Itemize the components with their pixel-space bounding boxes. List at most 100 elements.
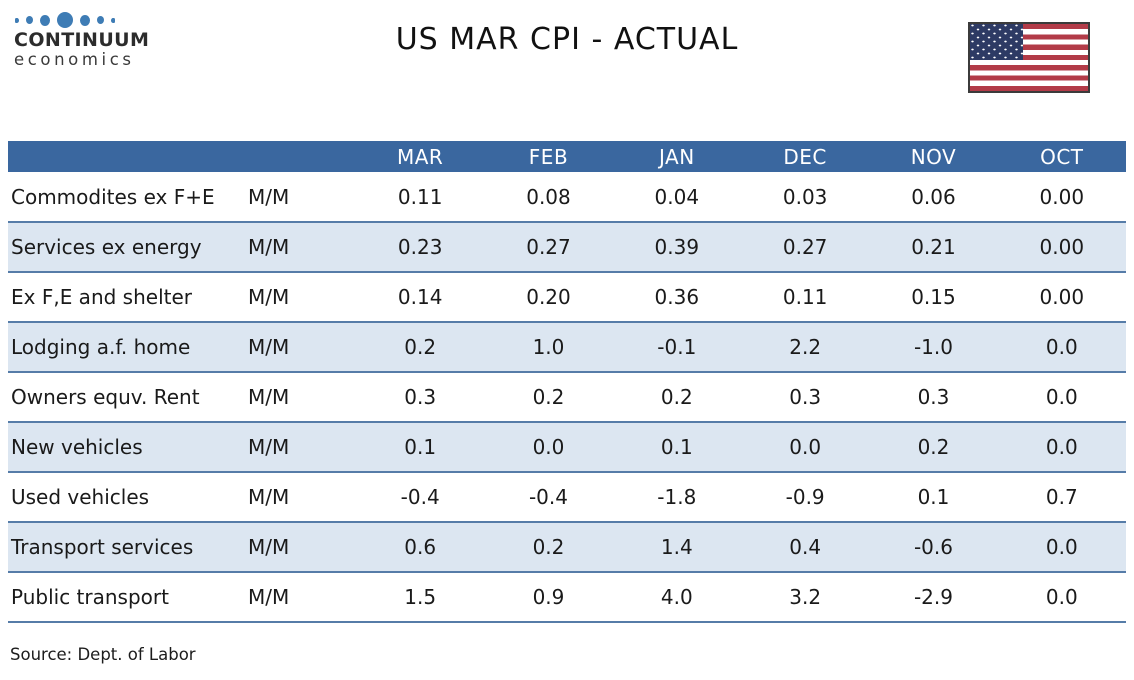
- value-cell: 0.0: [1045, 435, 1078, 459]
- value-cell: 1.5: [404, 585, 437, 609]
- row-freq: M/M: [248, 285, 290, 309]
- value-cell: 0.11: [782, 285, 828, 309]
- value-cell: -0.6: [913, 535, 953, 559]
- value-cell: 0.27: [782, 235, 828, 259]
- value-cell: 0.20: [526, 285, 571, 309]
- row-freq: M/M: [248, 535, 290, 559]
- value-cell: 0.0: [789, 435, 822, 459]
- value-cell: 0.06: [911, 184, 956, 209]
- value-cell: 0.4: [789, 535, 822, 559]
- value-cell: -0.4: [400, 485, 440, 509]
- value-cell: 0.23: [397, 235, 443, 259]
- value-cell: 0.9: [532, 585, 565, 609]
- us-flag-icon: [968, 22, 1090, 93]
- row-label: Commodites ex F+E: [11, 184, 215, 209]
- value-cell: 4.0: [660, 585, 693, 609]
- column-header-mar: MAR: [356, 141, 485, 172]
- value-cell: 0.00: [1039, 184, 1085, 209]
- row-freq: M/M: [248, 335, 290, 359]
- value-cell: 0.14: [397, 285, 443, 309]
- value-cell: -1.0: [913, 335, 953, 359]
- row-freq: M/M: [248, 235, 290, 259]
- row-freq: M/M: [248, 435, 290, 459]
- column-header-oct: OCT: [997, 141, 1126, 172]
- row-label: Services ex energy: [11, 235, 202, 259]
- row-label: Owners equv. Rent: [11, 385, 200, 409]
- logo-dot-icon: [111, 17, 115, 23]
- value-cell: 0.0: [1045, 585, 1078, 609]
- value-cell: 0.0: [1045, 535, 1078, 559]
- header-empty-freq: [246, 141, 356, 172]
- column-header-feb: FEB: [484, 141, 613, 172]
- continuum-economics-logo: CONTINUUM economics: [14, 11, 149, 69]
- logo-dot-icon: [26, 16, 33, 24]
- table-row: Services ex energy M/M 0.23 0.27 0.39 0.…: [8, 222, 1126, 272]
- logo-dot-icon: [57, 12, 73, 28]
- logo-dots-icon: [15, 11, 149, 29]
- row-label: New vehicles: [11, 435, 143, 459]
- table-row: Ex F,E and shelter M/M 0.14 0.20 0.36 0.…: [8, 272, 1126, 322]
- value-cell: 0.39: [654, 235, 700, 259]
- column-header-nov: NOV: [869, 141, 998, 172]
- logo-dot-icon: [80, 14, 90, 26]
- value-cell: -1.8: [657, 485, 697, 509]
- value-cell: 0.27: [526, 235, 571, 259]
- value-cell: 3.2: [789, 585, 822, 609]
- logo-brand-text: CONTINUUM: [14, 29, 150, 51]
- value-cell: 2.2: [789, 335, 822, 359]
- value-cell: 0.3: [789, 385, 822, 409]
- value-cell: 0.04: [654, 184, 700, 209]
- value-cell: 0.2: [532, 385, 565, 409]
- row-label: Ex F,E and shelter: [11, 285, 192, 309]
- value-cell: 0.1: [660, 435, 693, 459]
- value-cell: 0.7: [1045, 485, 1078, 509]
- row-label: Transport services: [11, 535, 194, 559]
- page-title: US MAR CPI - ACTUAL: [395, 22, 739, 57]
- value-cell: -0.1: [657, 335, 697, 359]
- table-row: Used vehicles M/M -0.4 -0.4 -1.8 -0.9 0.…: [8, 472, 1126, 522]
- value-cell: 0.03: [782, 184, 828, 209]
- value-cell: 0.36: [654, 285, 700, 309]
- value-cell: -0.9: [785, 485, 825, 509]
- value-cell: 0.1: [917, 485, 950, 509]
- value-cell: 0.6: [404, 535, 437, 559]
- table-header-row: MAR FEB JAN DEC NOV OCT: [8, 141, 1126, 172]
- value-cell: 0.00: [1039, 285, 1085, 309]
- logo-dot-icon: [40, 14, 50, 26]
- value-cell: 0.0: [1045, 385, 1078, 409]
- value-cell: 0.0: [532, 435, 565, 459]
- value-cell: 0.2: [660, 385, 693, 409]
- value-cell: 0.00: [1039, 235, 1085, 259]
- value-cell: 0.3: [917, 385, 950, 409]
- value-cell: 0.2: [532, 535, 565, 559]
- value-cell: 0.2: [404, 335, 437, 359]
- table-row: Owners equv. Rent M/M 0.3 0.2 0.2 0.3 0.…: [8, 372, 1126, 422]
- row-label: Used vehicles: [11, 485, 150, 509]
- value-cell: 0.2: [917, 435, 950, 459]
- logo-dot-icon: [97, 16, 104, 24]
- value-cell: 1.0: [532, 335, 565, 359]
- row-freq: M/M: [248, 184, 290, 209]
- value-cell: 0.08: [526, 184, 571, 209]
- table-row: New vehicles M/M 0.1 0.0 0.1 0.0 0.2 0.0: [8, 422, 1126, 472]
- row-label: Lodging a.f. home: [11, 335, 191, 359]
- value-cell: 0.11: [397, 184, 443, 209]
- value-cell: 0.1: [404, 435, 437, 459]
- row-freq: M/M: [248, 585, 290, 609]
- flag-canton-stars: [970, 24, 1024, 61]
- value-cell: -0.4: [528, 485, 568, 509]
- row-label: Public transport: [11, 585, 169, 609]
- column-header-dec: DEC: [740, 141, 870, 172]
- table-row: Public transport M/M 1.5 0.9 4.0 3.2 -2.…: [8, 572, 1126, 622]
- table-row: Lodging a.f. home M/M 0.2 1.0 -0.1 2.2 -…: [8, 322, 1126, 372]
- value-cell: -2.9: [913, 585, 953, 609]
- table-row: Transport services M/M 0.6 0.2 1.4 0.4 -…: [8, 522, 1126, 572]
- value-cell: 0.15: [911, 285, 956, 309]
- cpi-data-table: MAR FEB JAN DEC NOV OCT Commodites ex F+…: [8, 141, 1126, 623]
- logo-dot-icon: [15, 17, 19, 23]
- table-row: Commodites ex F+E M/M 0.11 0.08 0.04 0.0…: [8, 172, 1126, 222]
- header-empty-label: [8, 141, 246, 172]
- source-note: Source: Dept. of Labor: [10, 645, 196, 664]
- value-cell: 0.3: [404, 385, 437, 409]
